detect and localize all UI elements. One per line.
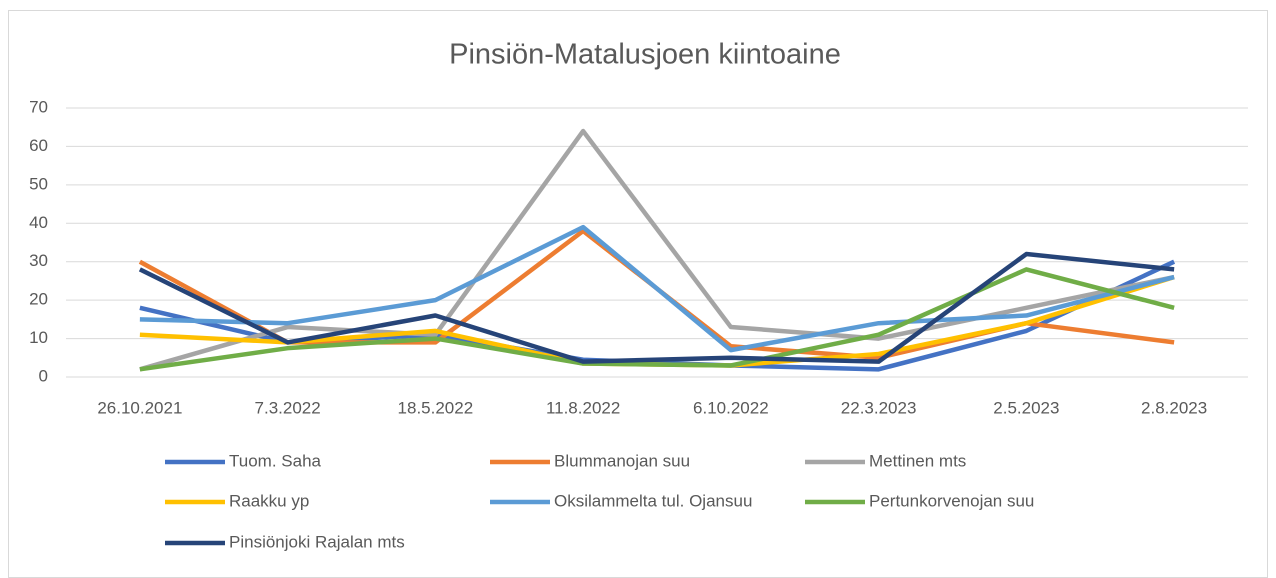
- y-tick-label: 70: [29, 97, 48, 116]
- x-tick-label: 11.8.2022: [546, 398, 620, 417]
- chart-border: [8, 10, 1268, 578]
- y-tick-label: 40: [29, 213, 48, 232]
- legend-label: Mettinen mts: [869, 451, 966, 470]
- x-tick-label: 18.5.2022: [398, 398, 474, 417]
- y-tick-label: 60: [29, 136, 48, 155]
- y-tick-label: 10: [29, 328, 48, 347]
- y-tick-label: 0: [39, 366, 48, 385]
- series-line: [139, 267, 1175, 372]
- legend-label: Raakku yp: [229, 491, 309, 510]
- legend-label: Tuom. Saha: [229, 451, 322, 470]
- x-tick-label: 7.3.2022: [255, 398, 321, 417]
- legend-label: Pertunkorvenojan suu: [869, 491, 1034, 510]
- legend-label: Blummanojan suu: [554, 451, 690, 470]
- x-tick-label: 6.10.2022: [693, 398, 769, 417]
- legend-label: Oksilammelta tul. Ojansuu: [554, 491, 752, 510]
- y-tick-label: 50: [29, 174, 48, 193]
- series-line: [139, 128, 1175, 372]
- series-line: [139, 224, 1175, 353]
- chart-title: Pinsiön-Matalusjoen kiintoaine: [449, 39, 841, 71]
- x-tick-label: 22.3.2023: [841, 398, 917, 417]
- y-tick-label: 20: [29, 290, 48, 309]
- x-tick-label: 2.5.2023: [993, 398, 1059, 417]
- legend-label: Pinsiönjoki Rajalan mts: [229, 532, 405, 551]
- y-tick-label: 30: [29, 251, 48, 270]
- x-tick-label: 26.10.2021: [97, 398, 182, 417]
- series-line: [138, 251, 1175, 364]
- x-tick-label: 2.8.2023: [1141, 398, 1207, 417]
